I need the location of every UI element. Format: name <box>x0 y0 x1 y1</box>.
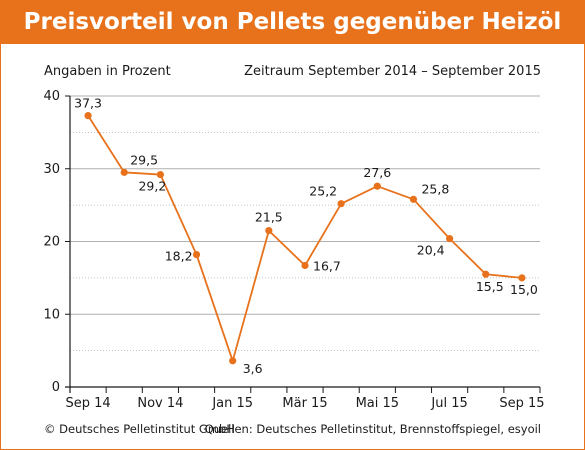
period-note: Zeitraum September 2014 – September 2015 <box>244 64 541 79</box>
unit-note: Angaben in Prozent <box>44 64 171 79</box>
data-point <box>120 168 128 176</box>
y-tick-label: 10 <box>43 307 60 322</box>
data-point <box>265 226 273 235</box>
data-label: 29,2 <box>138 179 166 194</box>
data-point <box>156 170 164 179</box>
data-label: 16,7 <box>313 259 341 274</box>
data-point <box>518 274 526 282</box>
data-label: 37,3 <box>74 96 102 111</box>
data-point <box>84 112 92 120</box>
data-point <box>482 270 490 278</box>
data-label: 15,5 <box>476 279 504 294</box>
data-label: 25,2 <box>309 184 337 199</box>
data-point <box>229 357 237 365</box>
title-bar <box>0 0 585 44</box>
x-tick-label: Mai 15 <box>356 396 399 411</box>
data-label: 25,8 <box>421 181 449 196</box>
data-label: 27,6 <box>363 165 391 180</box>
x-tick-label: Mär 15 <box>282 396 327 411</box>
data-point <box>373 182 381 190</box>
data-label: 15,0 <box>510 282 538 297</box>
data-label: 29,5 <box>130 152 158 167</box>
data-point <box>301 261 309 270</box>
data-label: 3,6 <box>243 361 263 376</box>
data-point <box>337 200 345 208</box>
y-tick-label: 20 <box>43 235 60 250</box>
x-tick-label: Nov 14 <box>137 396 183 411</box>
sources-note: Quellen: Deutsches Pelletinstitut, Brenn… <box>204 422 541 436</box>
copyright-note: © Deutsches Pelletinstitut GmbH <box>44 422 235 436</box>
data-point <box>409 195 418 203</box>
y-tick-label: 30 <box>43 162 60 177</box>
data-point <box>192 250 201 259</box>
data-label: 20,4 <box>417 243 445 258</box>
x-tick-label: Sep 15 <box>499 396 544 411</box>
x-tick-label: Sep 14 <box>65 396 110 411</box>
y-tick-label: 40 <box>43 89 60 104</box>
y-tick-label: 0 <box>52 380 60 395</box>
data-label: 18,2 <box>165 249 193 264</box>
data-point <box>446 234 454 243</box>
data-label: 21,5 <box>255 210 283 225</box>
x-tick-label: Jan 15 <box>211 396 253 411</box>
x-tick-label: Jul 15 <box>430 396 467 411</box>
chart-title: Preisvorteil von Pellets gegenüber Heizö… <box>23 9 562 35</box>
